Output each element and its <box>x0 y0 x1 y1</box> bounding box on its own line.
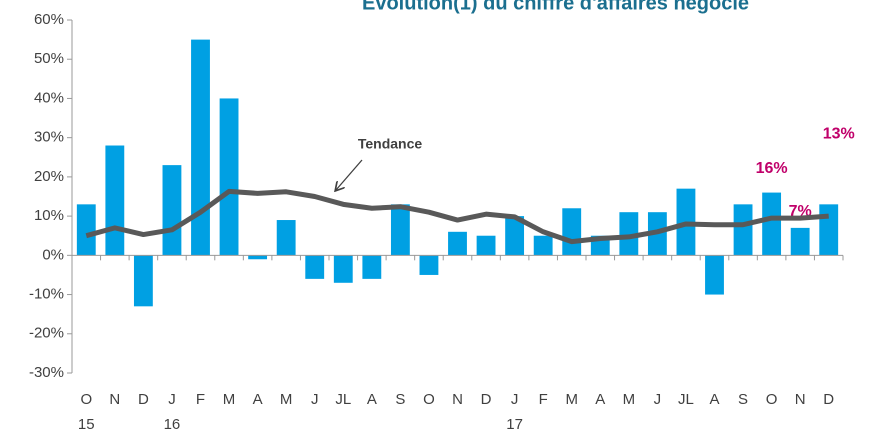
y-tick-label: -20% <box>29 325 64 342</box>
bar <box>562 208 582 256</box>
y-tick-label: 0% <box>42 246 64 263</box>
annotation-arrow <box>336 159 363 190</box>
x-year-label: 17 <box>506 416 523 432</box>
y-tick-label: 10% <box>34 207 64 224</box>
y-tick-label: 40% <box>34 89 64 106</box>
annotation: Tendance <box>358 136 423 152</box>
x-tick-label: F <box>196 391 205 408</box>
x-tick-label: O <box>766 391 778 408</box>
x-tick-label: N <box>452 391 463 408</box>
value-label: 16% <box>756 160 788 177</box>
bar <box>733 204 753 256</box>
y-tick-label: -30% <box>29 364 64 381</box>
x-year-label: 15 <box>78 416 95 432</box>
bar <box>419 255 439 275</box>
bar <box>248 255 268 260</box>
bar <box>191 39 210 256</box>
x-tick-label: JL <box>678 391 694 408</box>
bar <box>505 216 525 256</box>
x-tick-label: D <box>138 391 149 408</box>
x-tick-label: A <box>367 391 377 408</box>
bar <box>276 220 296 256</box>
bar <box>219 98 239 256</box>
x-tick-label: M <box>623 391 636 408</box>
bar <box>333 255 353 283</box>
bar <box>533 235 553 256</box>
x-tick-label: N <box>795 391 806 408</box>
x-tick-label: J <box>511 391 519 408</box>
x-tick-label: D <box>823 391 834 408</box>
y-tick-label: 20% <box>34 168 64 185</box>
bar <box>790 227 810 256</box>
x-tick-label: O <box>80 391 92 408</box>
bar <box>762 192 782 256</box>
x-tick-label: M <box>280 391 293 408</box>
bar <box>619 212 639 256</box>
y-tick-label: 30% <box>34 129 64 146</box>
x-tick-label: M <box>565 391 578 408</box>
y-tick-label: 50% <box>34 50 64 67</box>
bar <box>448 231 467 256</box>
x-tick-label: J <box>311 391 319 408</box>
x-tick-label: S <box>395 391 405 408</box>
x-tick-label: D <box>481 391 492 408</box>
x-tick-label: S <box>738 391 748 408</box>
y-tick-label: 60% <box>34 11 64 28</box>
bar <box>305 255 325 279</box>
bar <box>133 255 153 307</box>
bar <box>476 235 496 256</box>
x-tick-label: N <box>109 391 120 408</box>
x-tick-label: F <box>539 391 548 408</box>
bar <box>390 204 410 256</box>
value-label: 13% <box>823 126 855 143</box>
x-tick-label: A <box>595 391 605 408</box>
x-tick-label: J <box>654 391 662 408</box>
x-tick-label: JL <box>335 391 351 408</box>
x-tick-label: A <box>709 391 719 408</box>
y-tick-label: -10% <box>29 286 64 303</box>
bar <box>819 204 839 256</box>
bar <box>76 204 96 256</box>
bar <box>162 165 182 256</box>
bar <box>362 255 382 279</box>
bar <box>105 145 125 256</box>
trend-line <box>85 188 829 245</box>
x-tick-label: A <box>253 391 263 408</box>
x-tick-label: M <box>223 391 236 408</box>
bar <box>705 255 724 295</box>
x-year-label: 16 <box>164 416 181 432</box>
x-tick-label: O <box>423 391 435 408</box>
x-tick-label: J <box>168 391 176 408</box>
chart-title: Evolution(1) du chiffre d'affaires négoc… <box>362 0 749 14</box>
